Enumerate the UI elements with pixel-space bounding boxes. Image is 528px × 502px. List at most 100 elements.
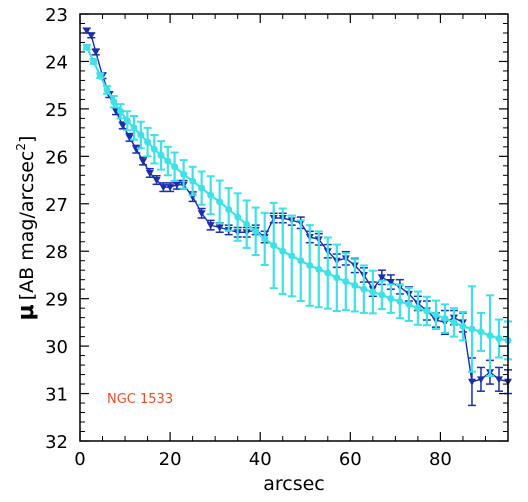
observed-point bbox=[145, 169, 154, 177]
y-axis-sup: 2 bbox=[14, 143, 28, 151]
observed-point bbox=[197, 210, 206, 218]
model-point bbox=[423, 307, 431, 315]
y-tick-label: 30 bbox=[45, 337, 68, 358]
model-point bbox=[252, 227, 260, 235]
x-tick-label: 80 bbox=[429, 449, 452, 470]
model-point bbox=[144, 138, 152, 146]
observed-point bbox=[91, 48, 100, 56]
observed-point bbox=[152, 177, 161, 185]
model-point bbox=[171, 163, 179, 171]
model-point bbox=[297, 257, 305, 265]
model-point bbox=[279, 247, 287, 255]
y-axis-title: μ [AB mag/arcsec2] bbox=[14, 136, 39, 321]
observed-point bbox=[159, 184, 168, 192]
model-point bbox=[189, 177, 197, 185]
observed-point bbox=[87, 32, 96, 40]
model-point bbox=[90, 57, 98, 65]
observed-point bbox=[166, 184, 175, 192]
observed-point bbox=[82, 27, 91, 35]
model-point bbox=[270, 242, 278, 250]
model-point bbox=[117, 107, 125, 115]
observed-point bbox=[125, 134, 134, 142]
model-point bbox=[360, 285, 368, 293]
model-point bbox=[486, 332, 494, 340]
model-point bbox=[180, 170, 188, 178]
model-point bbox=[432, 311, 440, 319]
model-point bbox=[495, 335, 503, 343]
observed-point bbox=[132, 146, 141, 154]
y-tick-label: 32 bbox=[45, 432, 68, 453]
model-point bbox=[198, 184, 206, 192]
observed-point bbox=[377, 274, 386, 282]
observed-point bbox=[118, 122, 127, 130]
observed-point bbox=[139, 158, 148, 166]
model-point bbox=[288, 252, 296, 260]
y-tick-label: 27 bbox=[45, 195, 68, 216]
model-point bbox=[369, 288, 377, 296]
model-point bbox=[324, 269, 332, 277]
model-point bbox=[378, 291, 386, 299]
model-line bbox=[85, 46, 509, 342]
model-point bbox=[130, 124, 138, 132]
model-point bbox=[450, 318, 458, 326]
model-point bbox=[477, 328, 485, 336]
model-point bbox=[96, 72, 104, 80]
observed-series bbox=[82, 27, 512, 407]
x-tick-label: 20 bbox=[159, 449, 182, 470]
model-point bbox=[225, 205, 233, 213]
y-tick-label: 31 bbox=[45, 385, 68, 406]
model-point bbox=[110, 98, 118, 106]
observed-point bbox=[476, 376, 485, 384]
model-point bbox=[342, 278, 350, 286]
model-point bbox=[150, 145, 158, 153]
observed-point bbox=[215, 224, 224, 232]
model-point bbox=[157, 151, 165, 159]
y-tick-label: 24 bbox=[45, 52, 68, 73]
y-axis-text: [AB mag/arcsec bbox=[16, 151, 38, 301]
y-axis-symbol: μ bbox=[14, 304, 39, 320]
model-point bbox=[164, 157, 172, 165]
model-point bbox=[306, 261, 314, 269]
y-tick-label: 26 bbox=[45, 147, 68, 168]
observed-point bbox=[172, 181, 181, 189]
x-tick-label: 0 bbox=[74, 449, 85, 470]
model-point bbox=[351, 281, 359, 289]
model-point bbox=[137, 131, 145, 139]
x-tick-label: 40 bbox=[249, 449, 272, 470]
y-tick-label: 23 bbox=[45, 5, 68, 26]
y-tick-label: 25 bbox=[45, 100, 68, 121]
observed-point bbox=[494, 376, 503, 384]
model-point bbox=[333, 274, 341, 282]
model-series bbox=[82, 43, 512, 378]
y-tick-label: 29 bbox=[45, 290, 68, 311]
galaxy-annotation: NGC 1533 bbox=[107, 392, 173, 407]
model-point bbox=[459, 322, 467, 330]
observed-point bbox=[467, 378, 476, 386]
y-axis-close: ] bbox=[16, 136, 38, 143]
axis-layer: 0 20 40 60 80 23 24 25 26 27 28 29 30 31 32 bbox=[45, 5, 508, 470]
model-point bbox=[103, 86, 111, 94]
model-point bbox=[261, 235, 269, 243]
model-point bbox=[243, 220, 251, 228]
model-point bbox=[123, 117, 131, 125]
series-layer bbox=[82, 27, 512, 407]
model-point bbox=[441, 315, 449, 323]
observed-point bbox=[206, 222, 215, 230]
model-point bbox=[207, 191, 215, 199]
model-point bbox=[468, 325, 476, 333]
model-point bbox=[414, 304, 422, 312]
model-point bbox=[396, 298, 404, 306]
model-point bbox=[234, 213, 242, 221]
plot-frame bbox=[79, 13, 509, 442]
x-axis-title: arcsec bbox=[263, 473, 325, 495]
model-point bbox=[315, 265, 323, 273]
observed-point bbox=[386, 279, 395, 287]
model-point bbox=[387, 295, 395, 303]
observed-line bbox=[86, 30, 509, 383]
y-tick-label: 28 bbox=[45, 242, 68, 263]
x-tick-label: 60 bbox=[339, 449, 362, 470]
model-point bbox=[216, 198, 224, 206]
model-point bbox=[405, 300, 413, 308]
model-point bbox=[83, 43, 91, 51]
